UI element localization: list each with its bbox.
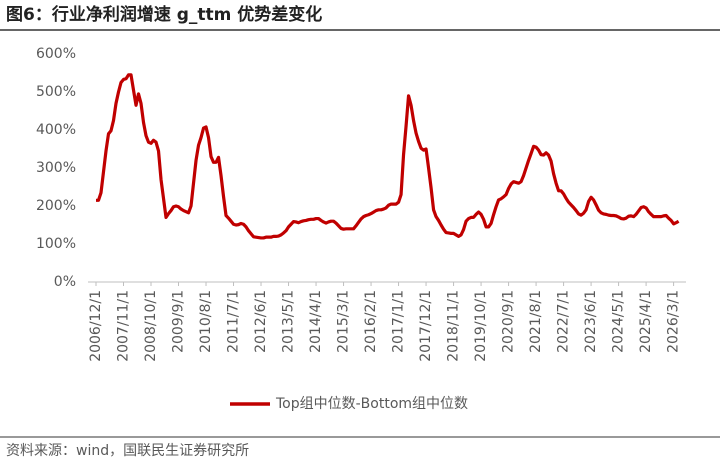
x-tick-label: 2024/5/1 [611,290,627,353]
x-tick-label: 2018/11/1 [446,290,462,362]
x-tick-label: 2011/7/1 [226,290,242,353]
y-tick-label: 100% [36,236,76,252]
x-tick-label: 2010/8/1 [198,290,214,353]
x-tick-label: 2013/5/1 [281,290,297,353]
x-tick-label: 2025/4/1 [638,290,654,353]
x-tick-label: 2023/6/1 [583,290,599,353]
x-tick-label: 2014/4/1 [308,290,324,353]
x-tick-label: 2006/12/1 [88,290,104,362]
data-line [96,73,680,240]
x-tick-label: 2022/7/1 [556,290,572,353]
y-tick-label: 400% [36,122,76,138]
x-tick-label: 2019/10/1 [473,290,489,362]
y-tick-label: 200% [36,198,76,214]
y-tick-label: 0% [54,274,76,290]
source-note: 资料来源：wind，国联民生证券研究所 [6,443,249,459]
x-tick-label: 2020/9/1 [501,290,517,353]
x-tick-label: 2009/9/1 [171,290,187,353]
y-tick-label: 300% [36,160,76,176]
x-tick-label: 2012/6/1 [253,290,269,353]
y-tick-label: 600% [36,46,76,62]
x-tick-label: 2026/3/1 [666,290,682,353]
x-tick-label: 2008/10/1 [143,290,159,362]
x-tick-label: 2017/1/1 [391,290,407,353]
x-tick-label: 2021/8/1 [528,290,544,353]
x-tick-label: 2007/11/1 [116,290,132,362]
x-tick-label: 2015/3/1 [336,290,352,353]
y-tick-label: 500% [36,84,76,100]
legend-label: Top组中位数-Bottom组中位数 [275,396,468,412]
x-tick-label: 2016/2/1 [363,290,379,353]
chart-title: 图6：行业净利润增速 g_ttm 优势差变化 [6,4,322,25]
x-tick-label: 2017/12/1 [418,290,434,362]
